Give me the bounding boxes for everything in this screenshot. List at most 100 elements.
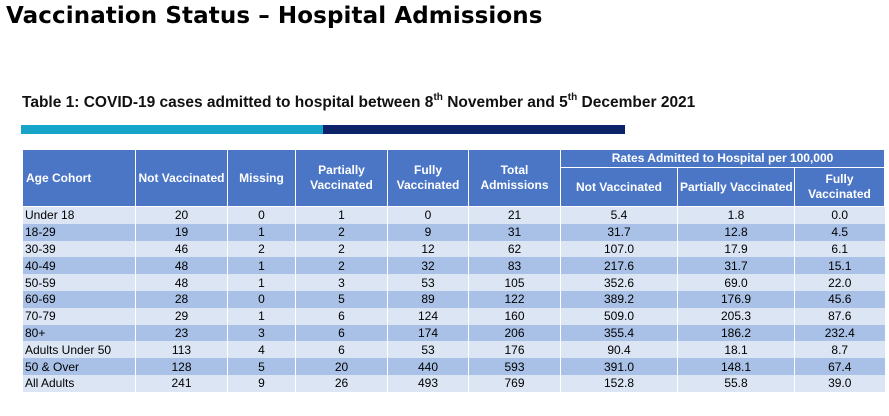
- cell-fully-vaccinated: 493: [387, 374, 469, 392]
- cell-rate-not-vaccinated: 391.0: [560, 358, 678, 375]
- table-row: 80+ 23 3 6 174 206 355.4 186.2 232.4: [22, 324, 885, 342]
- cell-missing: 1: [227, 307, 296, 325]
- table-row: 40-49 48 1 2 32 83 217.6 31.7 15.1: [22, 257, 885, 275]
- cell-rate-not-vaccinated: 217.6: [560, 257, 678, 275]
- cell-partially-vaccinated: 2: [295, 257, 388, 275]
- cell-age-cohort: Under 18: [22, 206, 136, 224]
- cell-total-admissions: 31: [468, 223, 561, 241]
- cell-missing: 1: [227, 257, 296, 275]
- table-row: 30-39 46 2 2 12 62 107.0 17.9 6.1: [22, 240, 885, 258]
- table-row: 50-59 48 1 3 53 105 352.6 69.0 22.0: [22, 274, 885, 291]
- cell-rate-fully-vaccinated: 8.7: [793, 341, 885, 359]
- cell-fully-vaccinated: 89: [387, 290, 469, 308]
- cell-not-vaccinated: 48: [135, 274, 228, 291]
- cell-rate-not-vaccinated: 152.8: [560, 374, 678, 392]
- cell-partially-vaccinated: 3: [295, 274, 388, 291]
- header-rate-partially-vaccinated: Partially Vaccinated: [677, 167, 795, 207]
- cell-rate-partially-vaccinated: 31.7: [677, 257, 795, 275]
- cell-rate-fully-vaccinated: 6.1: [793, 240, 885, 258]
- cell-age-cohort: 50 & Over: [22, 358, 136, 375]
- cell-fully-vaccinated: 440: [387, 358, 469, 375]
- cell-fully-vaccinated: 9: [387, 223, 469, 241]
- cell-partially-vaccinated: 2: [295, 223, 388, 241]
- cell-age-cohort: 50-59: [22, 274, 136, 291]
- table-body: Under 18 20 0 1 0 21 5.4 1.8 0.0 18-29 19 1 2 9 31 31.7…: [22, 206, 885, 392]
- cell-partially-vaccinated: 2: [295, 240, 388, 258]
- caption-suffix: December 2021: [577, 94, 696, 111]
- cell-age-cohort: All Adults: [22, 374, 136, 392]
- cell-rate-fully-vaccinated: 39.0: [793, 374, 885, 392]
- header-rate-not-vaccinated: Not Vaccinated: [560, 167, 678, 207]
- cell-not-vaccinated: 46: [135, 240, 228, 258]
- header-rate-fully-vaccinated: Fully Vaccinated: [793, 167, 886, 207]
- admissions-table: Age Cohort Not Vaccinated Missing Partia…: [22, 149, 886, 392]
- cell-rate-partially-vaccinated: 176.9: [677, 290, 795, 308]
- header-age-cohort: Age Cohort: [22, 149, 136, 207]
- table-row: 18-29 19 1 2 9 31 31.7 12.8 4.5: [22, 223, 885, 241]
- cell-rate-fully-vaccinated: 87.6: [793, 307, 885, 325]
- cell-rate-fully-vaccinated: 0.0: [793, 206, 885, 224]
- cell-partially-vaccinated: 6: [295, 341, 388, 359]
- cell-age-cohort: 30-39: [22, 240, 136, 258]
- table-row: 50 & Over 128 5 20 440 593 391.0 148.1 67.4: [22, 358, 885, 375]
- cell-partially-vaccinated: 6: [295, 307, 388, 325]
- table-row: All Adults 241 9 26 493 769 152.8 55.8 39.0: [22, 374, 885, 392]
- caption-mid: November and 5: [442, 94, 568, 111]
- cell-fully-vaccinated: 53: [387, 274, 469, 291]
- cell-not-vaccinated: 19: [135, 223, 228, 241]
- cell-rate-not-vaccinated: 31.7: [560, 223, 678, 241]
- cell-rate-not-vaccinated: 90.4: [560, 341, 678, 359]
- cell-rate-fully-vaccinated: 232.4: [793, 324, 885, 342]
- table-row: Adults Under 50 113 4 6 53 176 90.4 18.1 8.7: [22, 341, 885, 359]
- cell-rate-partially-vaccinated: 12.8: [677, 223, 795, 241]
- cell-rate-not-vaccinated: 355.4: [560, 324, 678, 342]
- cell-missing: 0: [227, 290, 296, 308]
- cell-age-cohort: 18-29: [22, 223, 136, 241]
- cell-fully-vaccinated: 32: [387, 257, 469, 275]
- cell-partially-vaccinated: 1: [295, 206, 388, 224]
- cell-missing: 3: [227, 324, 296, 342]
- cell-total-admissions: 21: [468, 206, 561, 224]
- cell-rate-not-vaccinated: 509.0: [560, 307, 678, 325]
- cell-partially-vaccinated: 20: [295, 358, 388, 375]
- cell-total-admissions: 105: [468, 274, 561, 291]
- cell-rate-fully-vaccinated: 4.5: [793, 223, 885, 241]
- caption-prefix: Table 1: COVID-19 cases admitted to hosp…: [22, 94, 434, 111]
- cell-missing: 2: [227, 240, 296, 258]
- cell-not-vaccinated: 48: [135, 257, 228, 275]
- cell-age-cohort: 80+: [22, 324, 136, 342]
- cell-total-admissions: 206: [468, 324, 561, 342]
- cell-missing: 1: [227, 274, 296, 291]
- cell-rate-partially-vaccinated: 186.2: [677, 324, 795, 342]
- cell-total-admissions: 83: [468, 257, 561, 275]
- cell-not-vaccinated: 113: [135, 341, 228, 359]
- cell-rate-partially-vaccinated: 1.8: [677, 206, 795, 224]
- cell-missing: 9: [227, 374, 296, 392]
- header-total-admissions: Total Admissions: [468, 149, 561, 207]
- cell-partially-vaccinated: 26: [295, 374, 388, 392]
- cell-not-vaccinated: 23: [135, 324, 228, 342]
- cell-rate-partially-vaccinated: 17.9: [677, 240, 795, 258]
- cell-not-vaccinated: 128: [135, 358, 228, 375]
- cell-age-cohort: 70-79: [22, 307, 136, 325]
- cell-missing: 5: [227, 358, 296, 375]
- cell-rate-partially-vaccinated: 55.8: [677, 374, 795, 392]
- table-row: 60-69 28 0 5 89 122 389.2 176.9 45.6: [22, 290, 885, 308]
- cell-rate-not-vaccinated: 352.6: [560, 274, 678, 291]
- cell-missing: 4: [227, 341, 296, 359]
- cell-age-cohort: 40-49: [22, 257, 136, 275]
- cell-fully-vaccinated: 124: [387, 307, 469, 325]
- cell-total-admissions: 160: [468, 307, 561, 325]
- cell-total-admissions: 769: [468, 374, 561, 392]
- cell-rate-partially-vaccinated: 69.0: [677, 274, 795, 291]
- cell-rate-not-vaccinated: 107.0: [560, 240, 678, 258]
- header-partially-vaccinated: Partially Vaccinated: [295, 149, 388, 207]
- caption-sup-2: th: [567, 92, 578, 103]
- cell-fully-vaccinated: 174: [387, 324, 469, 342]
- cell-not-vaccinated: 241: [135, 374, 228, 392]
- cell-rate-fully-vaccinated: 45.6: [793, 290, 885, 308]
- accent-bar-right: [323, 125, 625, 134]
- cell-partially-vaccinated: 5: [295, 290, 388, 308]
- cell-age-cohort: 60-69: [22, 290, 136, 308]
- cell-not-vaccinated: 29: [135, 307, 228, 325]
